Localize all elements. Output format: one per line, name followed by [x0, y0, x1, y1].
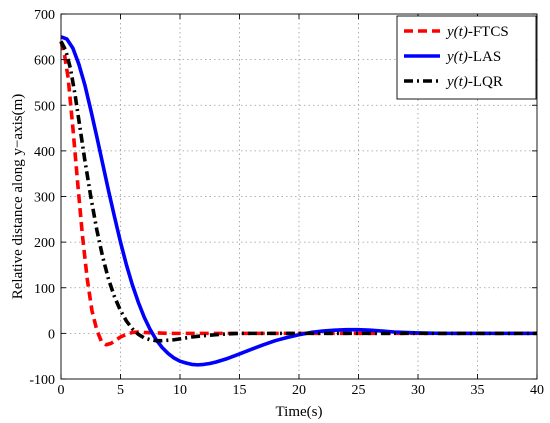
y-tick-label: 200 [34, 236, 55, 251]
y-tick-label: 300 [34, 191, 55, 206]
legend-variable: y(t) [445, 49, 468, 65]
series-line-ftcs [59, 40, 537, 347]
x-tick-label: 30 [411, 383, 425, 398]
legend-method: -FTCS [468, 24, 509, 40]
legend-variable: y(t) [445, 74, 468, 90]
y-tick-label: -100 [29, 373, 55, 388]
x-axis-label: Time(s) [276, 404, 323, 420]
x-tick-label: 35 [471, 383, 485, 398]
x-tick-label: 15 [233, 383, 247, 398]
x-tick-label: 5 [117, 383, 124, 398]
y-tick-label: 100 [34, 282, 55, 297]
y-axis-label: Relative distance along y−axis(m) [10, 94, 26, 299]
legend-label-las: y(t)-LAS [445, 49, 501, 65]
y-tick-label: 500 [34, 99, 55, 114]
legend-variable: y(t) [445, 24, 468, 40]
legend-label-lqr: y(t)-LQR [445, 74, 503, 90]
y-tick-label: 600 [34, 54, 55, 69]
x-tick-label: 20 [292, 383, 306, 398]
y-tick-label: 400 [34, 145, 55, 160]
series-layer [59, 35, 537, 367]
series-line-las [60, 35, 537, 367]
legend-label-ftcs: y(t)-FTCS [445, 24, 509, 40]
x-tick-label: 0 [58, 383, 65, 398]
legend-method: -LQR [468, 74, 503, 90]
x-tick-label: 10 [173, 383, 187, 398]
y-tick-label: 700 [34, 8, 55, 23]
y-tick-label: 0 [48, 327, 55, 342]
x-tick-label: 25 [352, 383, 366, 398]
legend-method: -LAS [468, 49, 501, 65]
x-tick-label: 40 [530, 383, 544, 398]
series-line-lqr [59, 40, 537, 343]
tick-labels: 0 5 10 15 20 25 30 35 40-10001002003004005006007… [29, 8, 544, 398]
